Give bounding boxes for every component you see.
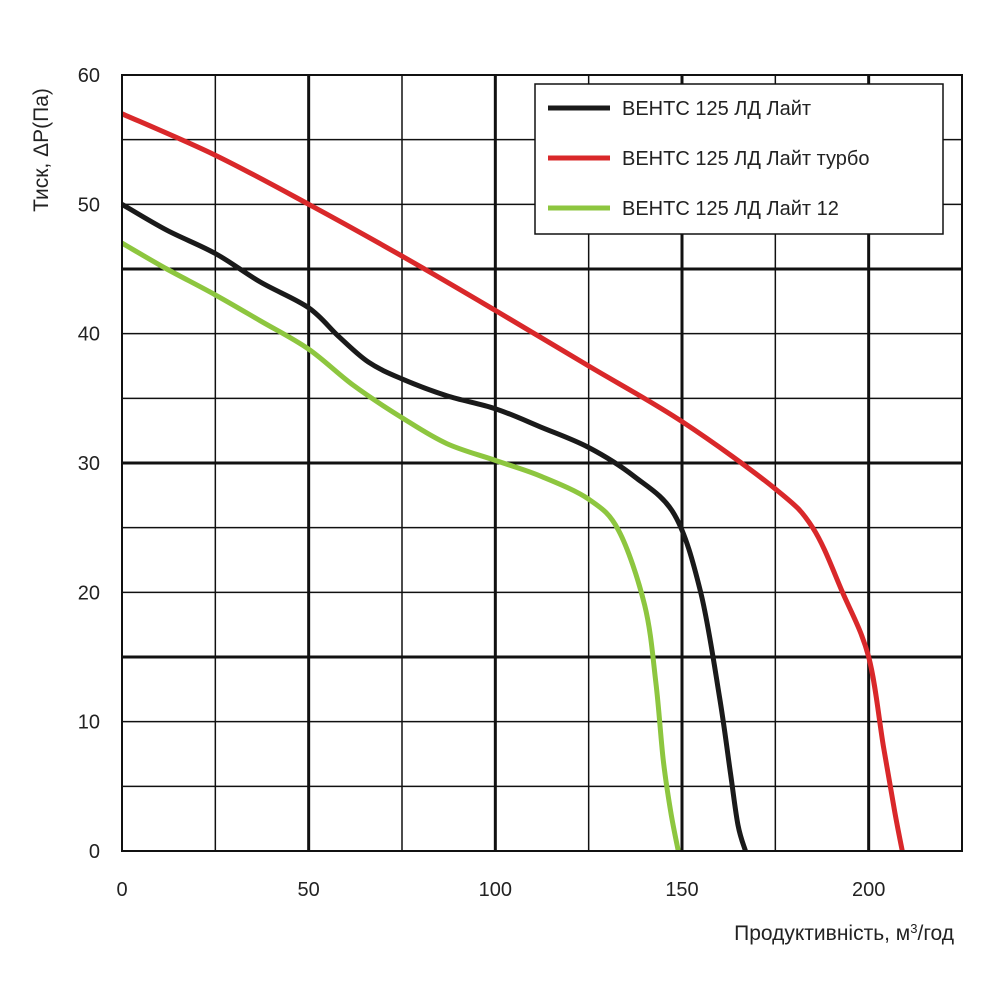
legend-label-1: ВЕНТС 125 ЛД Лайт турбо xyxy=(622,148,870,170)
series-line-1 xyxy=(120,111,905,852)
y-axis-label: Тиск, ΔP(Па) xyxy=(30,88,53,212)
x-tick-label-100: 100 xyxy=(479,879,512,901)
x-axis-label-sup: 3 xyxy=(910,921,917,936)
legend-label-2: ВЕНТС 125 ЛД Лайт 12 xyxy=(622,198,839,220)
y-tick-label-40: 40 xyxy=(78,324,100,346)
x-axis-label-tail: /год xyxy=(917,922,954,945)
y-tick-label-50: 50 xyxy=(78,194,100,216)
y-tick-label-10: 10 xyxy=(78,712,100,734)
series-line-0 xyxy=(120,202,748,852)
legend: ВЕНТС 125 ЛД Лайт ВЕНТС 125 ЛД Лайт турбо… xyxy=(534,83,944,235)
tick-labels: 0 50 100 150 200 0 10 20 30 40 50 60 xyxy=(78,65,886,901)
x-tick-label-200: 200 xyxy=(852,879,885,901)
y-tick-label-60: 60 xyxy=(78,65,100,87)
y-tick-label-30: 30 xyxy=(78,453,100,475)
legend-label-0: ВЕНТС 125 ЛД Лайт xyxy=(622,98,811,120)
x-tick-label-150: 150 xyxy=(665,879,698,901)
plot-frame xyxy=(121,74,963,852)
x-axis-label-main: Продуктивність, м xyxy=(734,922,910,945)
series-line-2 xyxy=(120,240,681,852)
series-layer xyxy=(120,111,905,852)
x-axis-label: Продуктивність, м3/год xyxy=(734,921,954,946)
x-tick-label-50: 50 xyxy=(298,879,320,901)
x-tick-label-0: 0 xyxy=(116,879,127,901)
y-tick-label-20: 20 xyxy=(78,582,100,604)
y-tick-label-0: 0 xyxy=(89,841,100,863)
